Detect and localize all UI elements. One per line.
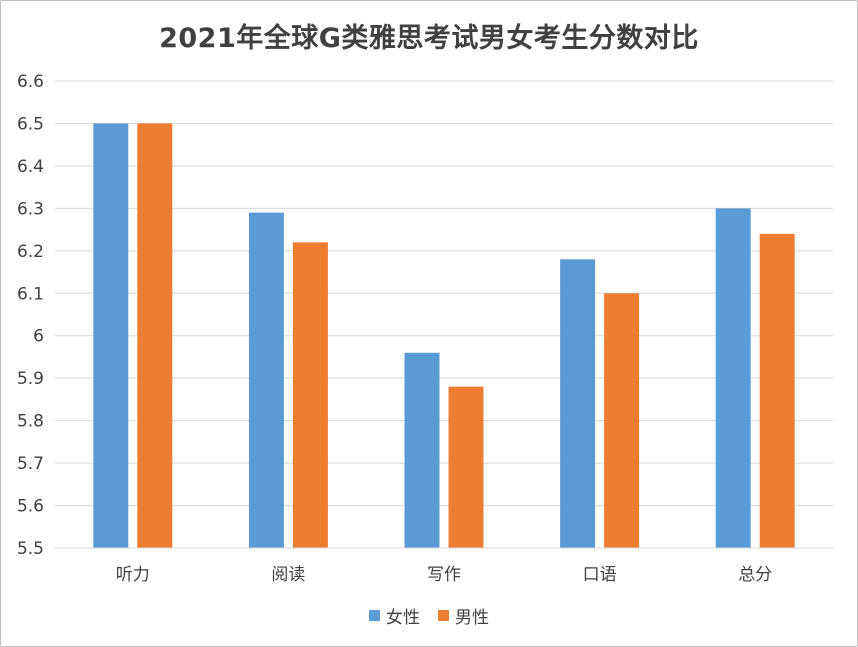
y-tick-label: 6.1	[17, 284, 44, 304]
legend-item: 男性	[438, 603, 489, 628]
y-tick-label: 6.2	[17, 242, 44, 262]
chart-legend: 女性 男性	[0, 603, 858, 628]
x-tick-label: 总分	[738, 565, 772, 585]
y-tick-label: 5.6	[17, 497, 44, 517]
x-tick-label: 写作	[427, 565, 461, 585]
bar-female-4	[715, 208, 751, 548]
bar-male-4	[759, 233, 795, 548]
y-tick-label: 5.8	[17, 412, 44, 432]
x-tick-label: 阅读	[271, 565, 305, 585]
y-tick-label: 6	[33, 327, 44, 347]
bar-male-3	[604, 293, 640, 548]
y-tick-label: 6.5	[17, 114, 44, 134]
bar-female-0	[93, 123, 129, 549]
y-tick-label: 5.9	[17, 369, 44, 389]
bar-female-2	[404, 352, 440, 548]
bars	[93, 123, 795, 549]
gridlines	[55, 80, 833, 549]
legend-label: 男性	[455, 608, 489, 628]
bar-male-0	[137, 123, 173, 549]
x-axis-ticks: 听力 阅读 写作 口语 总分	[116, 565, 772, 585]
x-tick-label: 口语	[583, 565, 617, 585]
bar-female-1	[248, 212, 284, 549]
chart-title: 2021年全球G类雅思考试男女考生分数对比	[159, 23, 699, 54]
y-axis-ticks: 5.5 5.6 5.7 5.8 5.9 6 6.1 6.2 6.3 6.4 6.5 6.6	[17, 72, 44, 559]
bar-male-1	[292, 242, 328, 548]
y-tick-label: 6.6	[17, 72, 44, 92]
y-tick-label: 6.4	[17, 157, 44, 177]
legend-swatch	[438, 610, 449, 621]
bar-male-2	[448, 386, 484, 548]
y-tick-label: 5.7	[17, 454, 44, 474]
x-tick-label: 听力	[116, 565, 150, 585]
y-tick-label: 5.5	[17, 539, 44, 559]
bar-female-3	[560, 259, 596, 548]
y-tick-label: 6.3	[17, 199, 44, 219]
legend-label: 女性	[386, 608, 420, 628]
legend-swatch	[369, 610, 380, 621]
legend-item: 女性	[369, 603, 420, 628]
